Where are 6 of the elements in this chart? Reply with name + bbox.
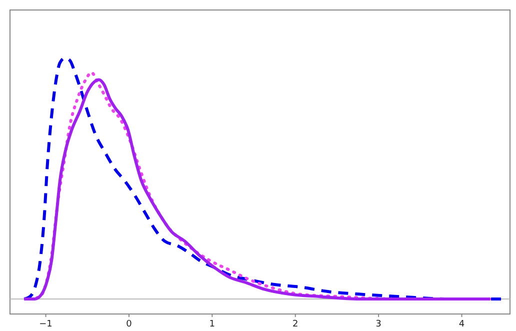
x-tick-label: −1 bbox=[39, 319, 52, 330]
x-tick-label: 2 bbox=[292, 319, 298, 330]
x-tick-label: 1 bbox=[209, 319, 216, 330]
x-tick-label: 0 bbox=[126, 319, 132, 330]
x-tick-label: 4 bbox=[458, 319, 465, 330]
x-tick-label: 3 bbox=[376, 319, 382, 330]
